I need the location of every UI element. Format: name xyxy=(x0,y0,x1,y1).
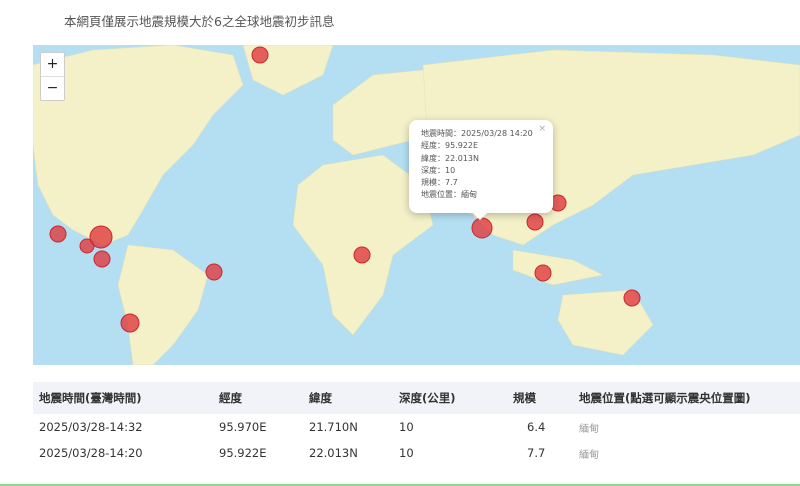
popup-time: 地震時間：2025/03/28 14:20 xyxy=(421,129,533,138)
earthquake-markers xyxy=(49,46,641,333)
table-row: 2025/03/28-14:20 95.922E 22.013N 10 7.7 … xyxy=(33,440,800,466)
cell-magnitude: 7.7 xyxy=(527,446,546,460)
table-header-row: 地震時間(臺灣時間) 經度 緯度 深度(公里) 規模 地震位置(點選可顯示震央位… xyxy=(33,382,800,414)
zoom-in-button[interactable]: + xyxy=(41,53,64,77)
earthquake-marker[interactable] xyxy=(89,225,113,249)
cell-magnitude: 6.4 xyxy=(527,420,546,434)
cell-longitude: 95.970E xyxy=(219,420,267,434)
header-longitude: 經度 xyxy=(213,382,303,414)
header-depth: 深度(公里) xyxy=(393,382,507,414)
cell-latitude: 21.710N xyxy=(309,420,358,434)
cell-depth: 10 xyxy=(399,420,414,434)
earthquake-table: 地震時間(臺灣時間) 經度 緯度 深度(公里) 規模 地震位置(點選可顯示震央位… xyxy=(33,382,800,466)
earthquake-popup: × 地震時間：2025/03/28 14:20 經度：95.922E 緯度：22… xyxy=(409,120,553,220)
header-latitude: 緯度 xyxy=(303,382,393,414)
table-row: 2025/03/28-14:32 95.970E 21.710N 10 6.4 … xyxy=(33,414,800,440)
land-north-america xyxy=(33,45,244,246)
earthquake-marker[interactable] xyxy=(93,250,111,268)
earthquake-marker[interactable] xyxy=(205,263,223,281)
earthquake-marker[interactable] xyxy=(471,217,493,239)
earthquake-map[interactable]: + − × 地震時間：2025/03/28 14:20 經度：95.922E 緯… xyxy=(33,45,800,365)
popup-depth: 深度：10 xyxy=(421,165,456,175)
popup-close-button[interactable]: × xyxy=(538,124,546,134)
earthquake-marker[interactable] xyxy=(49,225,67,243)
cell-depth: 10 xyxy=(399,446,414,460)
earthquake-marker[interactable] xyxy=(526,213,544,231)
land-south-america xyxy=(117,244,209,365)
bottom-border xyxy=(0,484,800,486)
zoom-control: + − xyxy=(40,52,65,101)
popup-magnitude: 規模：7.7 xyxy=(421,178,458,188)
cell-latitude: 22.013N xyxy=(309,446,358,460)
cell-location-link[interactable]: 緬甸 xyxy=(579,449,599,461)
earthquake-marker[interactable] xyxy=(251,46,269,64)
popup-location: 地震位置：緬甸 xyxy=(421,190,477,200)
page-title: 本網頁僅展示地震規模大於6之全球地震初步訊息 xyxy=(64,14,335,29)
popup-latitude: 緯度：22.013N xyxy=(421,153,479,163)
header-location: 地震位置(點選可顯示震央位置圖) xyxy=(573,382,800,414)
popup-longitude: 經度：95.922E xyxy=(421,141,479,151)
header-time: 地震時間(臺灣時間) xyxy=(33,382,213,414)
cell-time: 2025/03/28-14:20 xyxy=(39,446,143,460)
cell-time: 2025/03/28-14:32 xyxy=(39,420,143,434)
earthquake-marker[interactable] xyxy=(120,313,140,333)
earthquake-marker[interactable] xyxy=(353,246,371,264)
cell-location-link[interactable]: 緬甸 xyxy=(579,423,599,435)
zoom-out-button[interactable]: − xyxy=(46,80,59,96)
header-magnitude: 規模 xyxy=(507,382,573,414)
cell-longitude: 95.922E xyxy=(219,446,267,460)
earthquake-marker[interactable] xyxy=(534,264,552,282)
earthquake-marker[interactable] xyxy=(623,289,641,307)
